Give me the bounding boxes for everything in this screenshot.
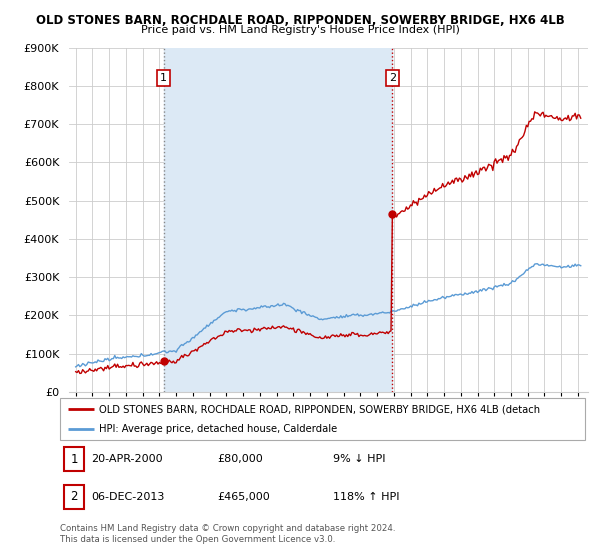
- Text: 06-DEC-2013: 06-DEC-2013: [91, 492, 165, 502]
- Text: HPI: Average price, detached house, Calderdale: HPI: Average price, detached house, Cald…: [100, 424, 338, 434]
- Text: Price paid vs. HM Land Registry's House Price Index (HPI): Price paid vs. HM Land Registry's House …: [140, 25, 460, 35]
- Text: 118% ↑ HPI: 118% ↑ HPI: [333, 492, 400, 502]
- Text: £465,000: £465,000: [218, 492, 270, 502]
- Text: 9% ↓ HPI: 9% ↓ HPI: [333, 454, 386, 464]
- FancyBboxPatch shape: [64, 447, 84, 471]
- Text: 2: 2: [70, 491, 78, 503]
- Text: 1: 1: [70, 452, 78, 465]
- FancyBboxPatch shape: [60, 398, 585, 440]
- Text: Contains HM Land Registry data © Crown copyright and database right 2024.
This d: Contains HM Land Registry data © Crown c…: [60, 524, 395, 544]
- Bar: [164, 48, 392, 392]
- Text: 1: 1: [160, 73, 167, 83]
- Text: 2: 2: [389, 73, 396, 83]
- Text: OLD STONES BARN, ROCHDALE ROAD, RIPPONDEN, SOWERBY BRIDGE, HX6 4LB (detach: OLD STONES BARN, ROCHDALE ROAD, RIPPONDE…: [100, 404, 541, 414]
- Text: 20-APR-2000: 20-APR-2000: [91, 454, 163, 464]
- Text: £80,000: £80,000: [218, 454, 263, 464]
- Text: OLD STONES BARN, ROCHDALE ROAD, RIPPONDEN, SOWERBY BRIDGE, HX6 4LB: OLD STONES BARN, ROCHDALE ROAD, RIPPONDE…: [35, 14, 565, 27]
- FancyBboxPatch shape: [64, 485, 84, 509]
